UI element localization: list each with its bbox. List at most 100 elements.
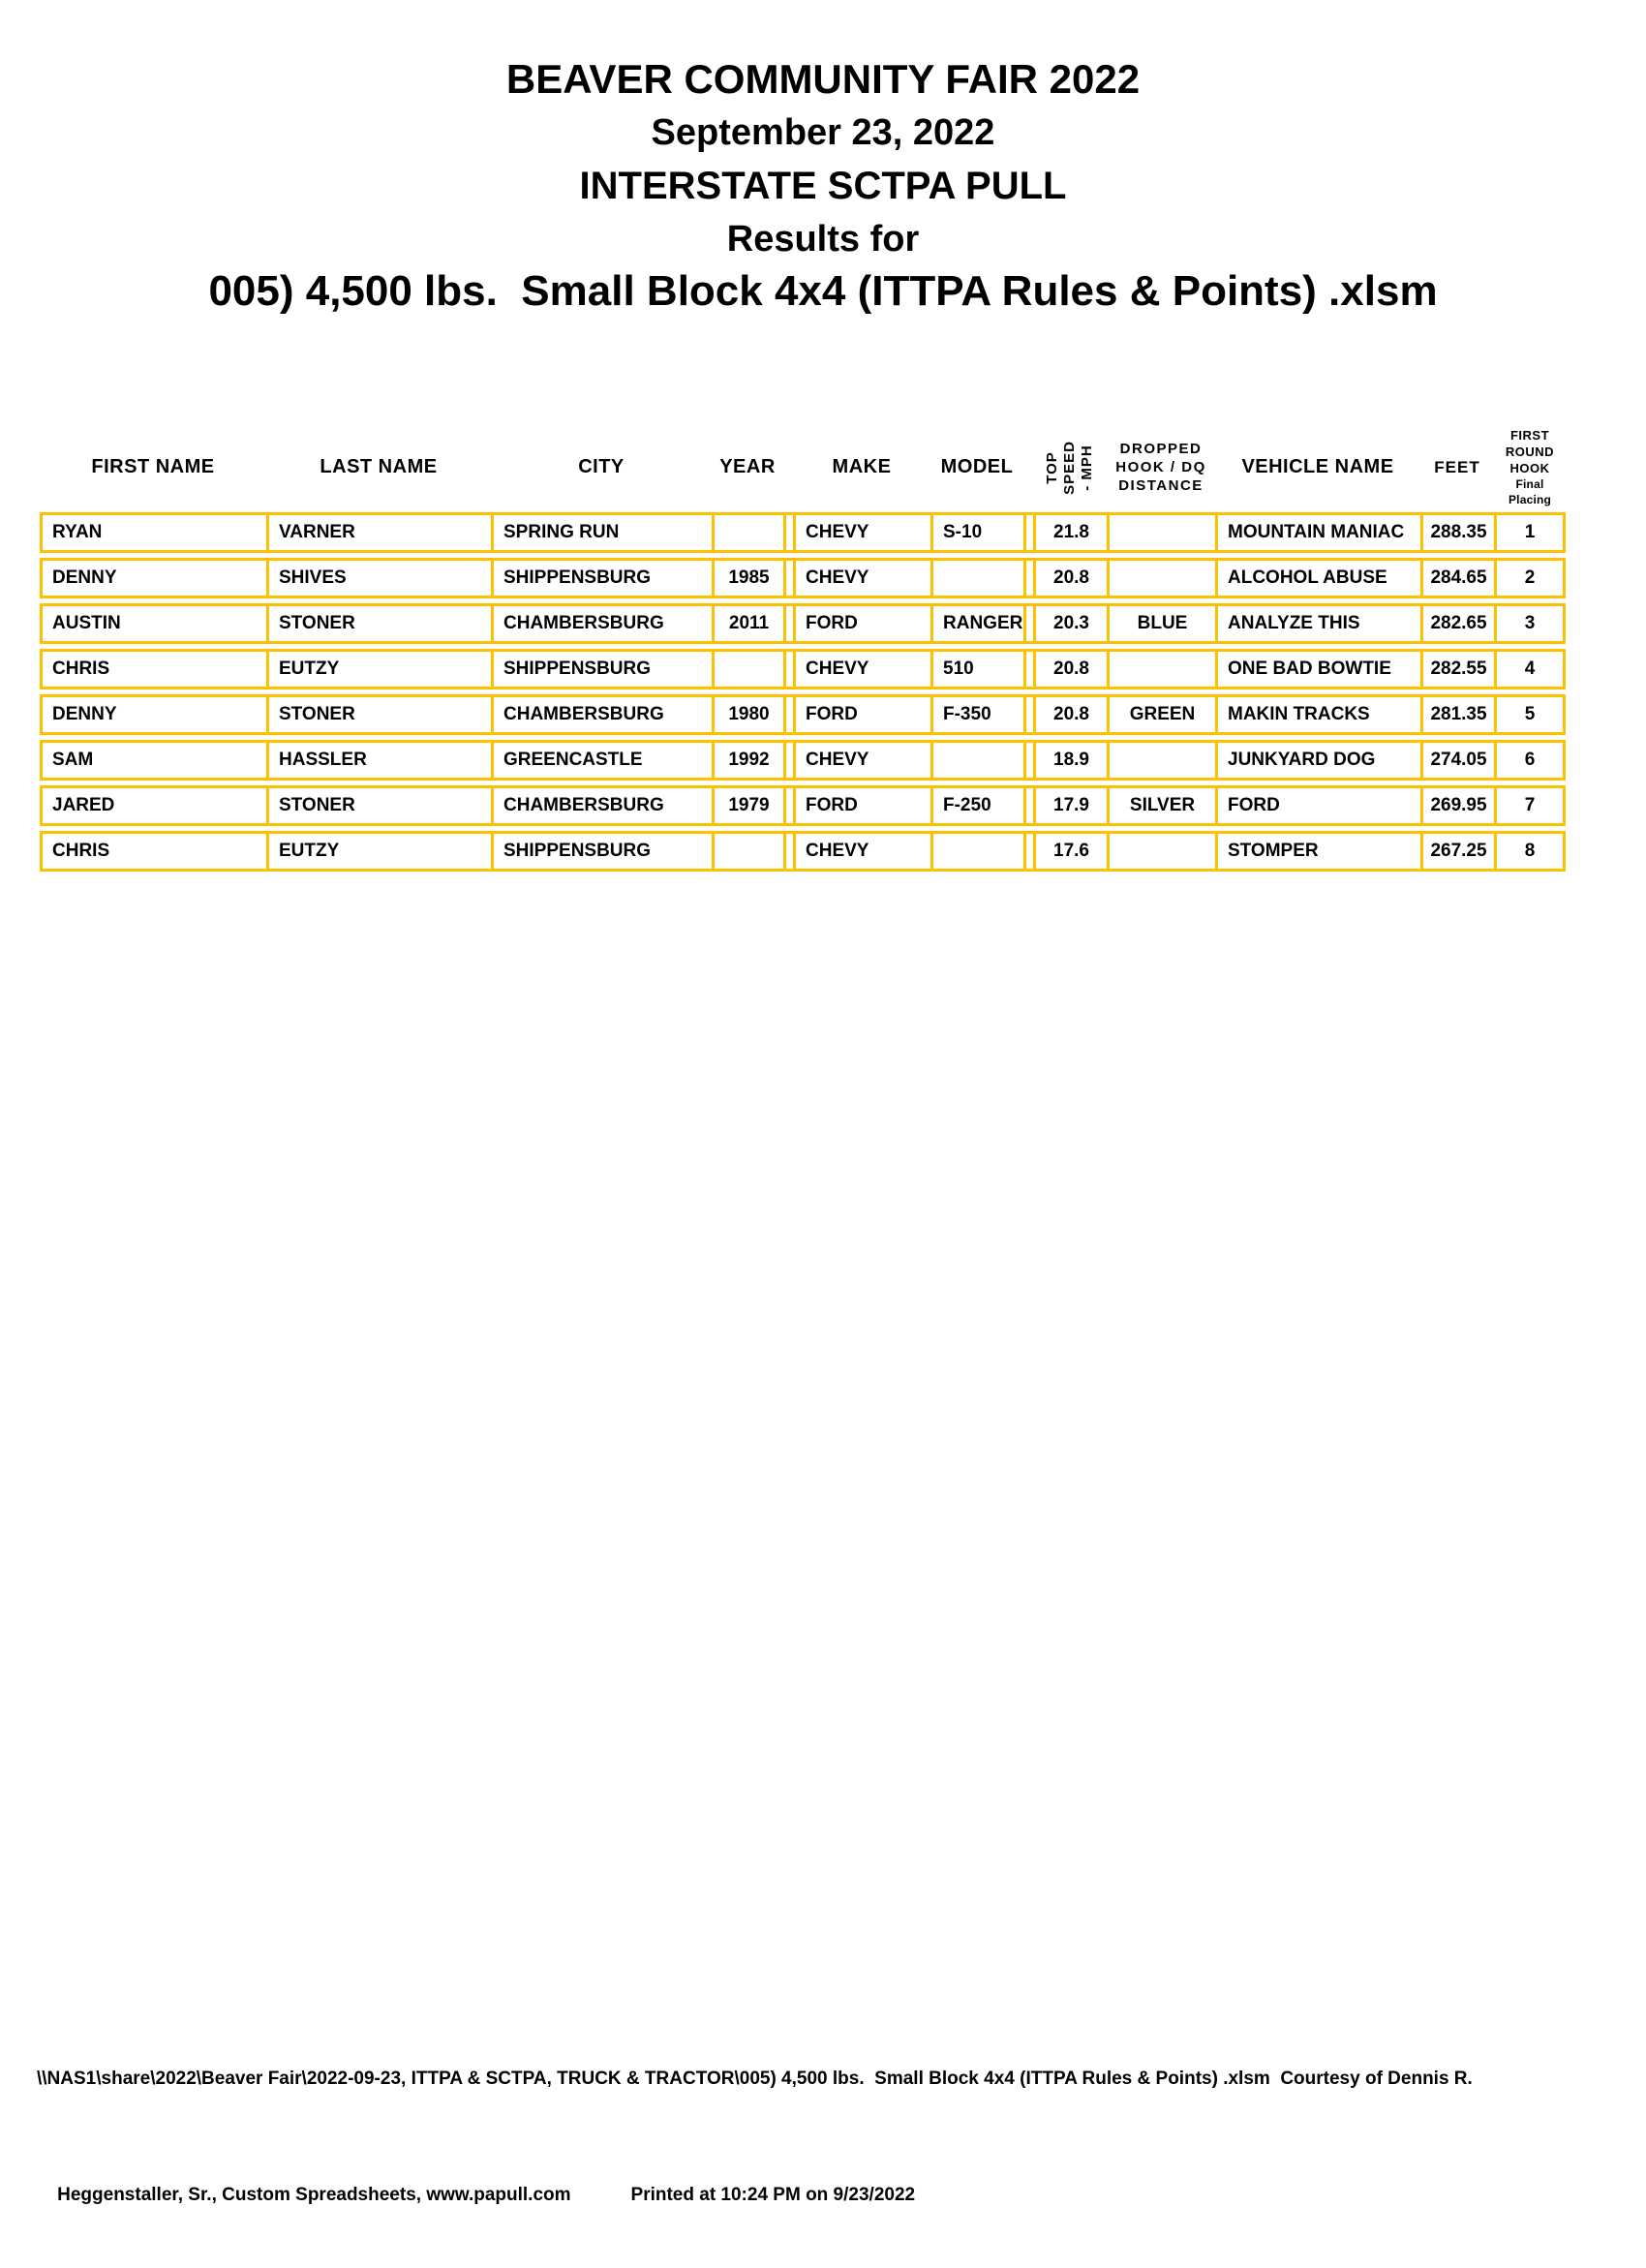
footer-path-line: \\NAS1\share\2022\Beaver Fair\2022-09-23…: [37, 2069, 1473, 2089]
column-spacer: [1023, 694, 1033, 735]
cell-model: 510: [930, 649, 1023, 690]
col-header-feet: FEET: [1434, 457, 1480, 476]
final-placing-label: Final Placing: [1508, 477, 1552, 506]
cell-placing: 2: [1494, 558, 1566, 598]
page-title-results: Results for: [726, 219, 920, 260]
col-header-city: CITY: [578, 456, 625, 477]
cell-feet: 269.95: [1420, 785, 1494, 826]
column-spacer: [783, 603, 793, 644]
table-row: JARED STONER CHAMBERSBURG 1979 FORD F-250 17.9…: [40, 785, 1566, 826]
header-row: FIRST NAME LAST NAME CITY YEAR MAKE MODE…: [40, 410, 1566, 507]
page-title-class: 005) 4,500 lbs. Small Block 4x4 (ITTPA R…: [208, 267, 1438, 315]
page-title-date: September 23, 2022: [651, 112, 995, 153]
cell-vehicle: STOMPER: [1215, 831, 1420, 872]
cell-last_name: EUTZY: [266, 649, 491, 690]
column-spacer: [783, 694, 793, 735]
cell-vehicle: ALCOHOL ABUSE: [1215, 558, 1420, 598]
cell-model: S-10: [930, 512, 1023, 553]
table-row: CHRIS EUTZY SHIPPENSBURG CHEVY 510 20.8 ONE BA…: [40, 649, 1566, 690]
cell-year: 1979: [712, 785, 783, 826]
cell-first_name: AUSTIN: [40, 603, 266, 644]
col-header-top-speed: TOP SPEED - MPH: [1033, 410, 1107, 507]
cell-year: [712, 831, 783, 872]
table-row: DENNY SHIVES SHIPPENSBURG 1985 CHEVY 20.8 ALCO…: [40, 558, 1566, 598]
column-spacer: [1023, 512, 1033, 553]
cell-year: 1980: [712, 694, 783, 735]
table-row: AUSTIN STONER CHAMBERSBURG 2011 FORD RANGER 20…: [40, 603, 1566, 644]
cell-year: [712, 649, 783, 690]
cell-dropped: [1107, 512, 1215, 553]
cell-city: SHIPPENSBURG: [491, 831, 712, 872]
cell-placing: 1: [1494, 512, 1566, 553]
cell-city: SHIPPENSBURG: [491, 649, 712, 690]
cell-city: CHAMBERSBURG: [491, 785, 712, 826]
cell-first_name: DENNY: [40, 694, 266, 735]
column-spacer: [783, 512, 793, 553]
col-header-year: YEAR: [719, 456, 776, 477]
cell-last_name: EUTZY: [266, 831, 491, 872]
top-speed-label-line: SPEED: [1061, 440, 1078, 495]
cell-city: SPRING RUN: [491, 512, 712, 553]
col-header-dropped-hook: DROPPED HOOK / DQ DISTANCE: [1107, 410, 1215, 507]
column-spacer: [783, 740, 793, 781]
page-title-pull: INTERSTATE SCTPA PULL: [579, 165, 1067, 207]
cell-first_name: CHRIS: [40, 649, 266, 690]
cell-placing: 5: [1494, 694, 1566, 735]
cell-feet: 281.35: [1420, 694, 1494, 735]
cell-vehicle: MOUNTAIN MANIAC: [1215, 512, 1420, 553]
dropped-label-line: HOOK / DQ: [1115, 459, 1206, 475]
cell-make: CHEVY: [793, 558, 930, 598]
cell-last_name: HASSLER: [266, 740, 491, 781]
column-spacer: [1023, 603, 1033, 644]
cell-year: [712, 512, 783, 553]
table-row: DENNY STONER CHAMBERSBURG 1980 FORD F-350 20.8…: [40, 694, 1566, 735]
cell-make: FORD: [793, 603, 930, 644]
cell-model: [930, 740, 1023, 781]
cell-feet: 282.65: [1420, 603, 1494, 644]
top-speed-label-line: - MPH: [1079, 444, 1095, 491]
cell-dropped: [1107, 831, 1215, 872]
cell-make: CHEVY: [793, 649, 930, 690]
column-spacer: [1023, 740, 1033, 781]
cell-city: CHAMBERSBURG: [491, 694, 712, 735]
printed-timestamp: Printed at 10:24 PM on 9/23/2022: [630, 2185, 916, 2205]
cell-model: [930, 831, 1023, 872]
cell-first_name: CHRIS: [40, 831, 266, 872]
cell-make: FORD: [793, 694, 930, 735]
cell-placing: 4: [1494, 649, 1566, 690]
cell-dropped: [1107, 558, 1215, 598]
cell-dropped: [1107, 740, 1215, 781]
cell-last_name: STONER: [266, 603, 491, 644]
cell-top_speed: 20.8: [1033, 649, 1107, 690]
col-header-make: MAKE: [832, 456, 892, 477]
cell-dropped: BLUE: [1107, 603, 1215, 644]
cell-make: CHEVY: [793, 512, 930, 553]
results-table: FIRST NAME LAST NAME CITY YEAR MAKE MODE…: [40, 405, 1566, 876]
cell-top_speed: 20.8: [1033, 694, 1107, 735]
cell-feet: 282.55: [1420, 649, 1494, 690]
col-header-first-name: FIRST NAME: [91, 456, 215, 477]
cell-vehicle: ONE BAD BOWTIE: [1215, 649, 1420, 690]
table-row: CHRIS EUTZY SHIPPENSBURG CHEVY 17.6 STOMPER 26…: [40, 831, 1566, 872]
dropped-label-line: DROPPED: [1119, 441, 1203, 457]
cell-model: RANGER: [930, 603, 1023, 644]
cell-first_name: JARED: [40, 785, 266, 826]
cell-dropped: GREEN: [1107, 694, 1215, 735]
footer-credit-line: Heggenstaller, Sr., Custom Spreadsheets,…: [37, 2152, 1625, 2239]
column-spacer: [783, 649, 793, 690]
cell-last_name: SHIVES: [266, 558, 491, 598]
column-spacer: [1023, 831, 1033, 872]
cell-vehicle: JUNKYARD DOG: [1215, 740, 1420, 781]
cell-city: GREENCASTLE: [491, 740, 712, 781]
cell-dropped: SILVER: [1107, 785, 1215, 826]
cell-make: CHEVY: [793, 831, 930, 872]
cell-model: [930, 558, 1023, 598]
cell-city: SHIPPENSBURG: [491, 558, 712, 598]
cell-year: 1985: [712, 558, 783, 598]
cell-make: FORD: [793, 785, 930, 826]
cell-model: F-350: [930, 694, 1023, 735]
cell-top_speed: 17.9: [1033, 785, 1107, 826]
cell-top_speed: 20.3: [1033, 603, 1107, 644]
cell-top_speed: 21.8: [1033, 512, 1107, 553]
cell-vehicle: ANALYZE THIS: [1215, 603, 1420, 644]
